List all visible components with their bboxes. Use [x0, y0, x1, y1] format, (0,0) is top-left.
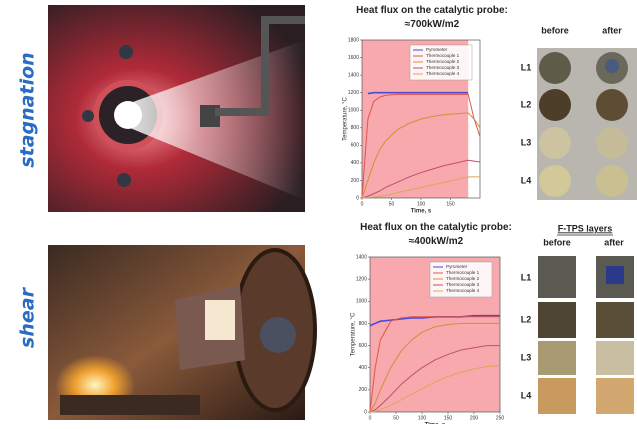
chart-title-box: Heat flux on the catalytic probe: ≈700kW… [356, 5, 508, 30]
y-tick-label: 600 [359, 343, 368, 349]
column-header: before [541, 25, 569, 35]
column-header: after [602, 25, 622, 35]
x-tick-label: 150 [444, 415, 453, 421]
x-tick-label: 100 [417, 201, 426, 207]
chart-title: Heat flux on the catalytic probe: ≈700kW… [356, 5, 508, 30]
y-axis-label: Temperature, °C [343, 96, 349, 140]
shear-photo [48, 245, 317, 420]
series-line [361, 176, 480, 199]
y-tick-label: 1200 [348, 90, 359, 96]
y-tick-label: 400 [351, 160, 360, 166]
x-axis-label: Time, s [411, 209, 432, 215]
layer-label: L4 [521, 175, 532, 185]
x-tick-label: 250 [496, 415, 505, 421]
legend-label: Thermocouple 1 [446, 270, 480, 275]
layer-label: L2 [521, 99, 532, 109]
series-line [369, 345, 500, 413]
y-tick-label: 1000 [356, 299, 367, 305]
legend-label: Thermocouple 2 [426, 59, 460, 64]
legend-label: Thermocouple 2 [446, 276, 480, 281]
x-tick-label: 50 [389, 201, 395, 207]
layer-label: L2 [521, 314, 532, 324]
y-tick-label: 0 [364, 409, 367, 415]
legend-label: Thermocouple 4 [446, 288, 480, 293]
x-tick-label: 0 [369, 415, 372, 421]
series-line [369, 365, 501, 413]
y-tick-label: 200 [359, 387, 368, 393]
y-tick-label: 800 [351, 125, 360, 131]
plot-frame [369, 256, 501, 413]
stagnation-samples: before after L1 L2 L3 L4 [521, 25, 637, 200]
series-line [361, 93, 481, 199]
legend-label: Pyrometer [446, 264, 468, 269]
series-line [369, 322, 500, 413]
chart-title: Heat flux on the catalytic probe: ≈400kW… [360, 222, 512, 247]
series-line [361, 159, 481, 199]
y-tick-label: 1800 [348, 37, 359, 43]
y-tick-label: 1600 [348, 55, 359, 61]
y-tick-label: 600 [351, 143, 360, 149]
y-tick-label: 1400 [348, 72, 359, 78]
series-line [369, 314, 500, 327]
x-tick-label: 50 [393, 415, 399, 421]
series-line [367, 91, 469, 95]
y-tick-label: 0 [356, 195, 359, 201]
row-label: stagnation [17, 52, 39, 167]
legend-label: Pyrometer [426, 47, 448, 52]
y-tick-label: 1200 [356, 276, 367, 282]
x-tick-label: 100 [418, 415, 427, 421]
column-header: before [543, 237, 571, 247]
layer-label: L3 [521, 352, 532, 362]
y-tick-label: 200 [351, 178, 360, 184]
y-tick-label: 400 [359, 365, 368, 371]
y-axis-label: Temperature, °C [351, 312, 357, 356]
layer-label: L4 [521, 390, 532, 400]
panel-heading: F-TPS layers [558, 223, 613, 233]
stagnation-photo [48, 5, 305, 212]
layer-label: L3 [521, 137, 532, 147]
x-tick-label: 200 [470, 415, 479, 421]
layer-label: L1 [521, 272, 532, 282]
series-line [361, 112, 481, 199]
legend-label: Thermocouple 1 [426, 53, 460, 58]
layer-label: L1 [521, 62, 532, 72]
legend-label: Thermocouple 3 [426, 65, 460, 70]
series-line [369, 316, 500, 413]
y-tick-label: 1400 [356, 254, 367, 260]
y-tick-label: 800 [359, 321, 368, 327]
y-tick-label: 1000 [348, 108, 359, 114]
x-tick-label: 150 [446, 201, 455, 207]
shear-samples: F-TPS layers before after L1 L2 L3 L4 [521, 223, 634, 414]
legend-label: Thermocouple 4 [426, 71, 460, 76]
legend-label: Thermocouple 3 [446, 282, 480, 287]
row-label: shear [17, 286, 39, 348]
chart-title-box: Heat flux on the catalytic probe: ≈400kW… [360, 222, 512, 247]
x-tick-label: 0 [361, 201, 364, 207]
column-header: after [604, 237, 624, 247]
